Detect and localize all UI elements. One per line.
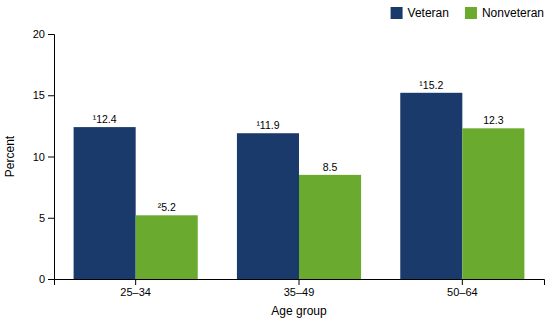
bar: [74, 127, 136, 279]
y-axis-line: [48, 35, 55, 280]
x-axis-title: Age group: [271, 304, 327, 318]
y-tick-mark: [48, 157, 54, 158]
bar: [462, 128, 524, 279]
legend-item: Veteran: [391, 6, 449, 20]
data-label: ¹11.9: [256, 119, 279, 131]
y-tick-label: 5: [39, 212, 45, 224]
legend-label: Nonveteran: [482, 6, 544, 20]
data-label: ¹12.4: [93, 113, 117, 125]
plot: 0 5 10 15 20 25–34 35–49 50–64 ¹12.4 ¹11.9 ¹15.2 ²5…: [33, 28, 545, 298]
legend-swatch: [465, 7, 477, 19]
legend: Veteran Nonveteran: [391, 6, 544, 20]
x-tick-label: 25–34: [120, 286, 151, 298]
y-tick-label: 10: [33, 151, 45, 163]
y-tick: 15: [33, 89, 54, 101]
x-tick: 50–64: [447, 279, 478, 298]
y-tick-mark: [48, 279, 54, 280]
data-label: 8.5: [323, 161, 338, 173]
data-label: ²5.2: [158, 201, 176, 213]
bars: [74, 93, 525, 279]
x-tick-label: 50–64: [447, 286, 478, 298]
x-tick: 35–49: [284, 279, 315, 298]
data-label: ¹15.2: [419, 79, 443, 91]
y-axis: 0 5 10 15 20: [33, 28, 55, 285]
y-tick-label: 15: [33, 89, 45, 101]
y-tick-label: 20: [33, 28, 45, 40]
y-axis-title: Percent: [3, 135, 17, 177]
bar: [299, 175, 361, 279]
legend-label: Veteran: [408, 6, 449, 20]
legend-item: Nonveteran: [465, 6, 544, 20]
bar-series: [74, 93, 463, 279]
x-tick-mark: [135, 279, 136, 285]
x-axis: 25–34 35–49 50–64: [55, 279, 545, 298]
chart: 0 5 10 15 20 25–34 35–49 50–64 ¹12.4 ¹11.9 ¹15.2 ²5…: [0, 0, 560, 323]
data-labels: ¹12.4 ¹11.9 ¹15.2 ²5.2 8.5 12.3: [93, 79, 504, 214]
y-tick-mark: [48, 95, 54, 96]
y-tick: 0: [39, 273, 54, 285]
y-tick-mark: [48, 218, 54, 219]
y-tick: 10: [33, 151, 54, 163]
bar: [237, 133, 299, 279]
x-axis-line: [55, 280, 545, 286]
bar: [136, 215, 198, 279]
y-tick-mark: [48, 34, 54, 35]
y-tick: 20: [33, 28, 54, 40]
x-tick-mark: [299, 279, 300, 285]
bar-series: [136, 128, 525, 279]
x-tick-mark: [462, 279, 463, 285]
x-tick-label: 35–49: [284, 286, 315, 298]
y-tick-label: 0: [39, 273, 45, 285]
x-tick: 25–34: [120, 279, 151, 298]
y-tick: 5: [39, 212, 54, 224]
legend-swatch: [391, 7, 403, 19]
data-label: 12.3: [483, 114, 504, 126]
bar: [400, 93, 462, 279]
